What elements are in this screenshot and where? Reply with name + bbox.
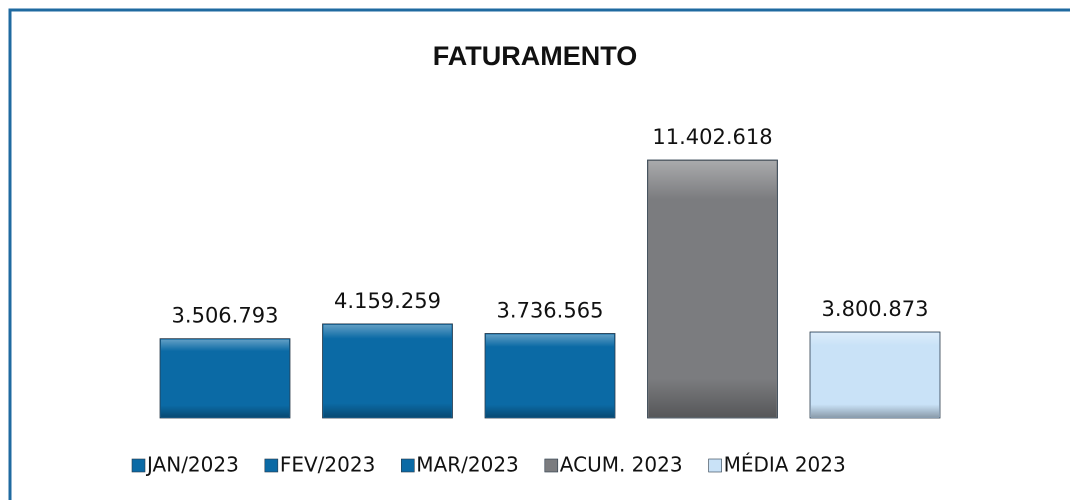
bar-bevel — [811, 333, 939, 417]
data-label: 3.736.565 — [497, 298, 604, 322]
legend-swatch — [400, 458, 415, 473]
data-label: 3.800.873 — [822, 297, 929, 321]
legend-label: MAR/2023 — [416, 453, 518, 477]
bar-bevel — [648, 161, 777, 417]
legend-swatch — [708, 458, 722, 473]
legend-swatch — [264, 458, 279, 473]
legend-label: FEV/2023 — [280, 453, 375, 477]
frame — [8, 8, 1070, 500]
bar-bevel — [323, 324, 452, 417]
legend-swatch — [544, 458, 559, 473]
bar-bevel — [161, 339, 289, 417]
bar-bevel — [486, 334, 614, 417]
data-label: 4.159.259 — [334, 289, 441, 313]
legend-label: MÉDIA 2023 — [724, 453, 846, 477]
legend-label: ACUM. 2023 — [560, 453, 683, 477]
legend-swatch — [131, 458, 146, 473]
legend-label: JAN/2023 — [145, 453, 239, 477]
data-label: 3.506.793 — [172, 304, 279, 328]
chart-title: FATURAMENTO — [433, 41, 638, 71]
data-label: 11.402.618 — [652, 125, 772, 149]
